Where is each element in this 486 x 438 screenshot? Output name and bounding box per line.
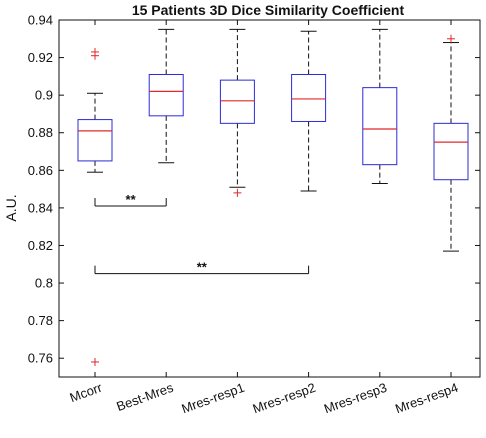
plot-frame [58,19,481,378]
outlier-marker [447,34,455,43]
outlier-marker [91,357,99,366]
chart-title: 15 Patients 3D Dice Similarity Coefficie… [132,2,405,18]
significance-label: ** [126,192,137,207]
iqr-box [148,73,184,117]
y-tick-label: 0.9 [35,88,53,103]
iqr-box [219,79,255,124]
outlier-marker [233,188,242,197]
box-group [219,20,255,377]
y-tick-label: 0.92 [28,50,53,65]
box-group [291,20,327,377]
y-tick-label: 0.86 [28,163,53,178]
y-tick-label: 0.8 [35,276,53,291]
y-tick-label: 0.82 [28,238,53,253]
y-axis-label: A.U. [3,194,19,221]
y-tick-label: 0.78 [28,313,53,328]
box-series [77,20,469,377]
iqr-box [362,87,398,166]
box-group [433,20,469,377]
box-group [362,20,398,377]
iqr-box [77,119,113,162]
box-group [77,20,113,377]
y-tick-label: 0.76 [28,351,53,366]
significance-annotations: ** ** [94,192,310,275]
significance-label: ** [197,260,208,275]
iqr-box [291,73,327,122]
outlier-marker [91,47,99,56]
y-tick-label: 0.84 [28,200,53,215]
iqr-box [433,122,469,181]
y-tick-label: 0.94 [28,13,53,28]
box-group [148,20,184,377]
y-axis-ticks: 0.76 0.78 0.8 0.82 0.84 0.86 0.88 0.9 0.92 0.94 [28,13,480,366]
y-tick-label: 0.88 [28,125,53,140]
